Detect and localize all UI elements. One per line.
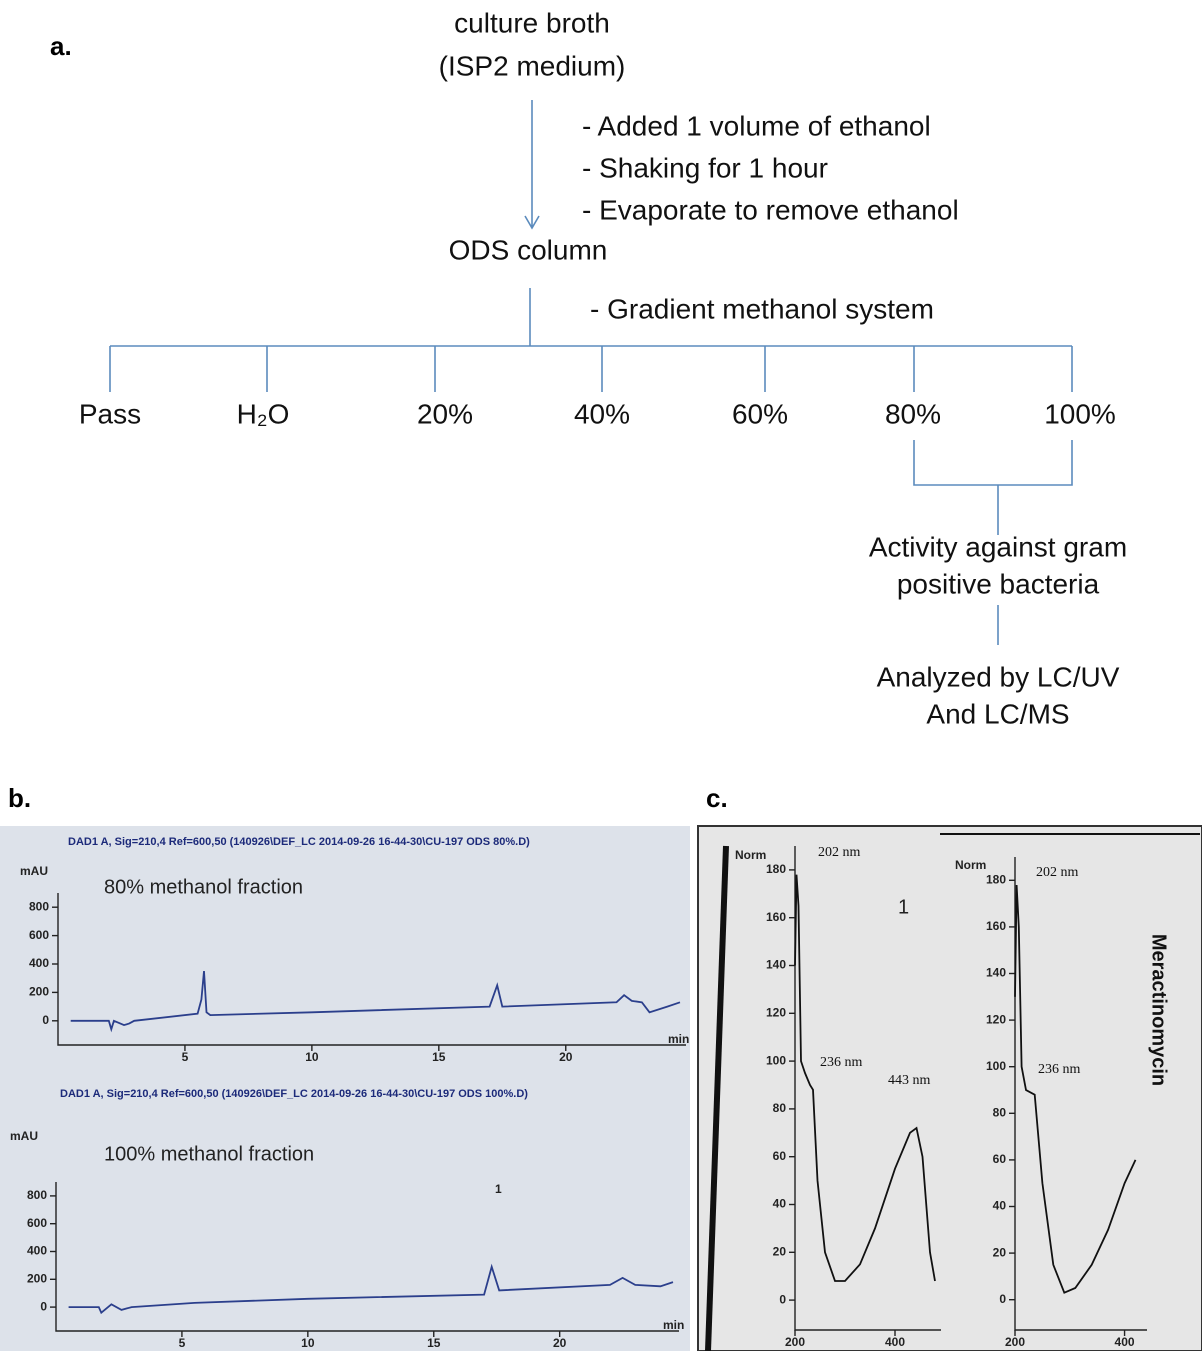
chart-title: Meractinomycin	[1148, 934, 1170, 1086]
x-tick-label: 20	[553, 1336, 567, 1350]
panel-a: a. culture broth (ISP2 medium) - Added 1…	[50, 7, 1127, 729]
chart-header: DAD1 A, Sig=210,4 Ref=600,50 (140926\DEF…	[60, 1088, 528, 1100]
y-tick-label: 180	[986, 872, 1006, 886]
y-axis-label: mAU	[20, 864, 48, 878]
panel-label: a.	[50, 31, 72, 61]
y-tick-label: 20	[993, 1245, 1007, 1259]
chart-header: DAD1 A, Sig=210,4 Ref=600,50 (140926\DEF…	[68, 836, 530, 848]
step: - Shaking for 1 hour	[582, 152, 828, 183]
y-tick-label: 0	[779, 1292, 786, 1306]
x-tick-label: 5	[182, 1050, 189, 1064]
x-axis-label: min	[663, 1318, 684, 1332]
x-tick-label: 20	[559, 1050, 573, 1064]
y-tick-label: 200	[27, 1271, 47, 1285]
y-tick-label: 800	[29, 899, 49, 913]
y-tick-label: 140	[766, 958, 786, 972]
fraction: 20%	[417, 398, 473, 429]
y-tick-label: 600	[29, 928, 49, 942]
node: Activity against gram	[869, 531, 1127, 562]
y-tick-label: 40	[993, 1199, 1007, 1213]
step: - Added 1 volume of ethanol	[582, 110, 931, 141]
y-tick-label: 800	[27, 1188, 47, 1202]
fraction: Pass	[79, 398, 141, 429]
node: positive bacteria	[897, 568, 1100, 599]
x-tick-label: 5	[179, 1336, 186, 1350]
figure: a. culture broth (ISP2 medium) - Added 1…	[0, 0, 1202, 1351]
y-axis-label: Norm	[955, 858, 986, 872]
y-tick-label: 60	[993, 1152, 1007, 1166]
node: And LC/MS	[926, 698, 1069, 729]
y-tick-label: 600	[27, 1216, 47, 1230]
annotation: 80% methanol fraction	[104, 876, 303, 898]
fraction: H₂O	[237, 398, 290, 429]
y-axis-label: mAU	[10, 1129, 38, 1143]
y-tick-label: 20	[773, 1244, 787, 1258]
y-tick-label: 0	[40, 1299, 47, 1313]
y-tick-label: 80	[993, 1105, 1007, 1119]
step: - Gradient methanol system	[590, 293, 934, 324]
x-tick-label: 200	[1005, 1335, 1025, 1349]
y-tick-label: 200	[29, 985, 49, 999]
x-axis-label: min	[668, 1032, 689, 1046]
y-tick-label: 100	[986, 1059, 1006, 1073]
x-tick-label: 400	[885, 1335, 905, 1349]
annotation: 236 nm	[820, 1055, 863, 1070]
y-tick-label: 140	[986, 966, 1006, 980]
node: Analyzed by LC/UV	[877, 661, 1120, 692]
x-tick-label: 10	[301, 1336, 315, 1350]
annotation: 236 nm	[1038, 1062, 1081, 1077]
panel-label: c.	[706, 783, 728, 813]
node: (ISP2 medium)	[439, 50, 626, 81]
x-tick-label: 400	[1115, 1335, 1135, 1349]
y-axis-label: Norm	[735, 848, 766, 862]
y-tick-label: 160	[766, 910, 786, 924]
y-tick-label: 160	[986, 919, 1006, 933]
annotation: 1	[898, 896, 909, 918]
fraction: 80%	[885, 398, 941, 429]
y-tick-label: 60	[773, 1149, 787, 1163]
fraction: 60%	[732, 398, 788, 429]
x-tick-label: 200	[785, 1335, 805, 1349]
step: - Evaporate to remove ethanol	[582, 194, 959, 225]
y-tick-label: 180	[766, 862, 786, 876]
panel-label: b.	[8, 783, 31, 813]
y-tick-label: 80	[773, 1101, 787, 1115]
y-tick-label: 100	[766, 1053, 786, 1067]
annotation: 1	[495, 1182, 502, 1196]
arrow	[525, 100, 539, 228]
y-tick-label: 0	[999, 1292, 1006, 1306]
y-tick-label: 40	[773, 1197, 787, 1211]
x-tick-label: 10	[305, 1050, 319, 1064]
fraction: 100%	[1044, 398, 1116, 429]
y-tick-label: 120	[986, 1012, 1006, 1026]
x-tick-label: 15	[432, 1050, 446, 1064]
y-tick-label: 120	[766, 1005, 786, 1019]
annotation: 202 nm	[1036, 865, 1079, 880]
node: ODS column	[449, 234, 608, 265]
node: culture broth	[454, 7, 610, 38]
panel-c-background	[698, 826, 1202, 1351]
x-tick-label: 15	[427, 1336, 441, 1350]
annotation: 100% methanol fraction	[104, 1143, 314, 1165]
y-tick-label: 400	[27, 1244, 47, 1258]
y-tick-label: 0	[42, 1013, 49, 1027]
annotation: 202 nm	[818, 845, 861, 860]
y-tick-label: 400	[29, 956, 49, 970]
fraction: 40%	[574, 398, 630, 429]
annotation: 443 nm	[888, 1073, 931, 1088]
